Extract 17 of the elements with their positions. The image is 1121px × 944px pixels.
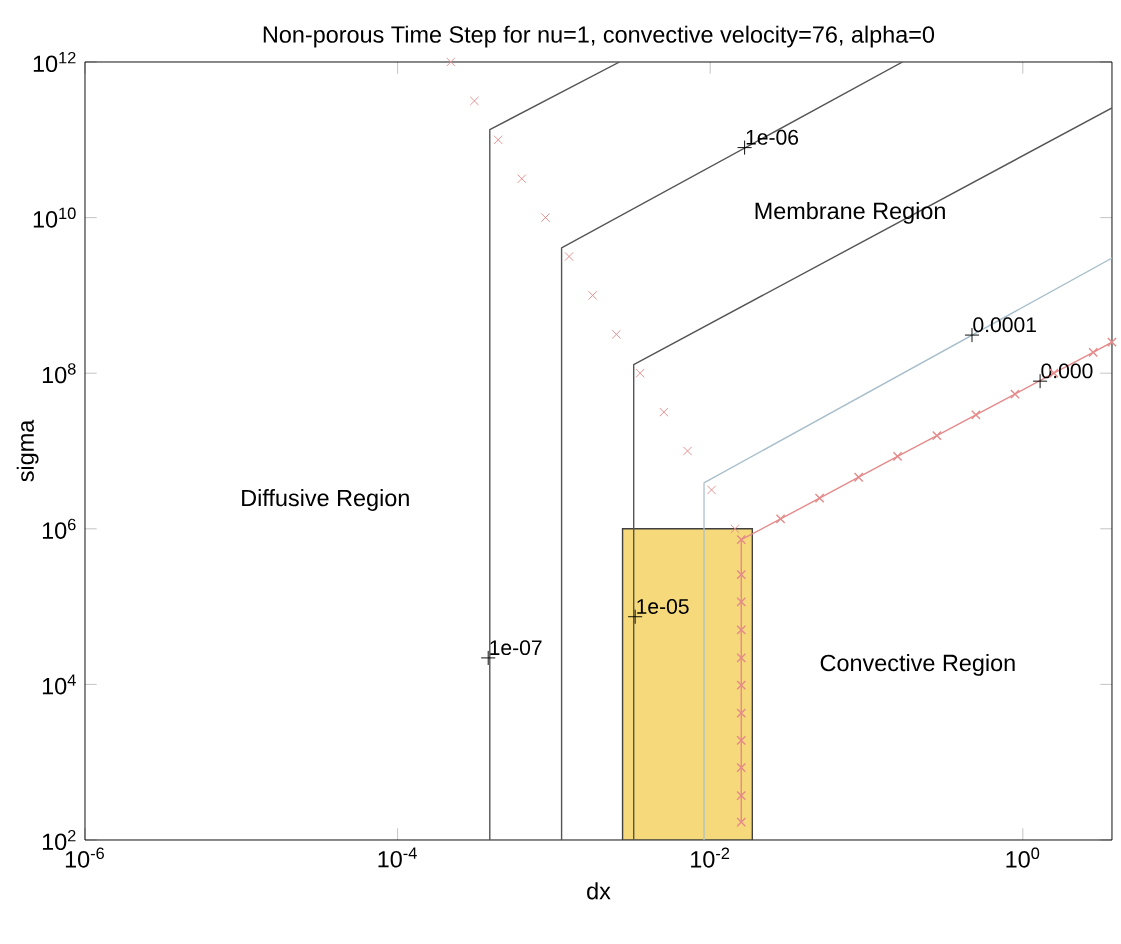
y-axis-title: sigma (16, 419, 39, 482)
x-axis-title: dx (587, 882, 611, 900)
x-tick-label: 10$^{0}$ (1006, 847, 1040, 868)
annotation: 0.000 (1041, 363, 1093, 379)
x-tick-label: 10$^{-2}$ (691, 847, 730, 868)
y-tick-label: 10$^{12}$ (33, 51, 76, 73)
annotation: 1e-07 (490, 640, 542, 656)
y-tick-label: 10$^{8}$ (42, 363, 76, 384)
x-tick-label: 10$^{-4}$ (378, 847, 417, 868)
annotation: 1e-05 (637, 598, 689, 614)
y-tick-label: 10$^{6}$ (42, 518, 76, 539)
annotation: 0.0001 (973, 317, 1036, 333)
y-tick-label: 10$^{10}$ (33, 207, 76, 228)
annotation: Convective Region (820, 654, 1015, 676)
y-tick-label: 10$^{4}$ (42, 674, 76, 695)
annotation: Diffusive Region (242, 489, 409, 511)
chart-title: Non-porous Time Step for nu=1, convective velocity=76, alpha=0 (263, 25, 935, 48)
